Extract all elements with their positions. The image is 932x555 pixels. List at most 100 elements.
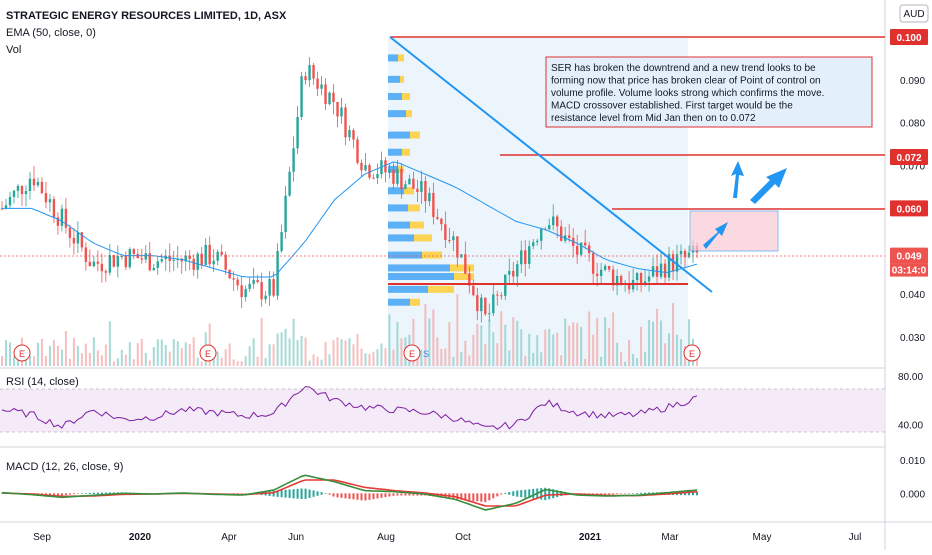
candle-body [96,261,100,264]
price-tick-label: 0.080 [900,119,925,130]
candle-body [196,253,199,270]
volume-bar [644,351,647,366]
macd-axis: 0.010 0.000 [900,456,925,500]
candle-body [44,193,48,203]
volume-bar [340,339,343,366]
candle-body [444,224,447,241]
volume-profile-row-up [388,285,428,293]
candle-body [232,278,235,280]
volume-bar [540,352,543,366]
candle-body [348,130,351,138]
candle-body [60,208,64,226]
macd-histogram-bar [464,493,467,501]
volume-profile-row-down [410,221,424,229]
candle-body [16,185,20,191]
macd-histogram-bar [288,489,291,498]
volume-bar [92,337,95,366]
candle-body [587,245,591,254]
volume-bar [424,304,427,366]
volume-bar [304,337,307,366]
macd-histogram-bar [412,493,415,496]
volume-bar [324,341,327,366]
macd-histogram-bar [508,492,511,495]
candle-body [520,250,523,265]
volume-bar [76,345,79,366]
volume-profile-row-up [388,273,454,280]
volume-bar [112,361,115,366]
volume-bar [372,351,375,366]
volume-bar [524,355,527,366]
candle-body [420,181,423,192]
candle-body [264,295,267,300]
volume-profile-row-down [410,298,420,306]
macd-histogram-bar [348,493,351,499]
macd-histogram-bar [476,493,479,502]
candle-body [468,273,471,286]
macd-histogram-bar [472,493,475,501]
volume-bar [268,344,271,366]
macd-histogram-bar [400,493,403,496]
macd-histogram-bar [312,490,315,497]
volume-profile-row-up [388,131,410,139]
earnings-marker[interactable] [403,344,421,362]
volume-bar [416,357,419,366]
candle-body [152,267,155,271]
candle-body [556,216,559,227]
volume-bar [480,325,483,366]
volume-bar [52,339,55,366]
volume-bar [428,318,431,366]
candle-body [480,297,483,312]
candle-body [404,184,407,190]
macd-histogram-bar [52,493,55,496]
candle-body [416,188,419,192]
volume-bar [572,322,575,366]
candle-body [212,260,215,265]
volume-bar [580,326,583,366]
volume-bar [240,361,243,366]
macd-histogram-bar [620,493,623,494]
volume-bar [220,357,223,366]
volume-profile-row-down [406,110,412,118]
candle-body [472,285,475,296]
macd-histogram-bar [64,493,67,496]
price-tick-label: 0.090 [900,76,925,87]
ema-indicator-label: EMA (50, close, 0) [6,27,96,39]
candle-body [607,265,611,270]
volume-bar [388,314,391,366]
time-tick-label: Oct [455,532,471,543]
candle-body [24,190,28,195]
macd-histogram-bar [388,493,391,497]
earnings-marker[interactable] [13,344,31,362]
candle-body [428,192,431,202]
volume-bar [552,334,555,366]
volume-bar [272,344,275,366]
annotation-box [545,56,873,128]
rsi-tick-label: 80.00 [898,372,923,383]
candle-body [536,240,539,243]
earnings-marker[interactable] [683,344,701,362]
candle-body [388,169,391,173]
time-tick-label: May [753,532,772,543]
macd-histogram-bar [684,491,687,496]
currency-badge[interactable] [899,4,929,23]
price-tag-label: 0.049 [896,252,921,263]
countdown-tag [890,263,928,277]
candle-body [635,273,639,281]
candle-body [532,242,535,247]
candle-body [312,65,315,79]
candle-body [100,263,104,272]
volume-bar [400,338,403,366]
candle-body [663,263,667,278]
volume-bar [276,333,279,366]
earnings-marker[interactable] [199,344,217,362]
candle-body [615,275,619,286]
macd-histogram-bar [328,493,331,495]
volume-profile-row-down [422,251,442,259]
volume-profile-row-up [388,298,410,306]
volume-bar [520,329,523,366]
macd-histogram-bar [404,493,407,496]
volume-bar [464,340,467,366]
volume-bar [332,340,335,366]
macd-histogram-bar [360,493,363,501]
